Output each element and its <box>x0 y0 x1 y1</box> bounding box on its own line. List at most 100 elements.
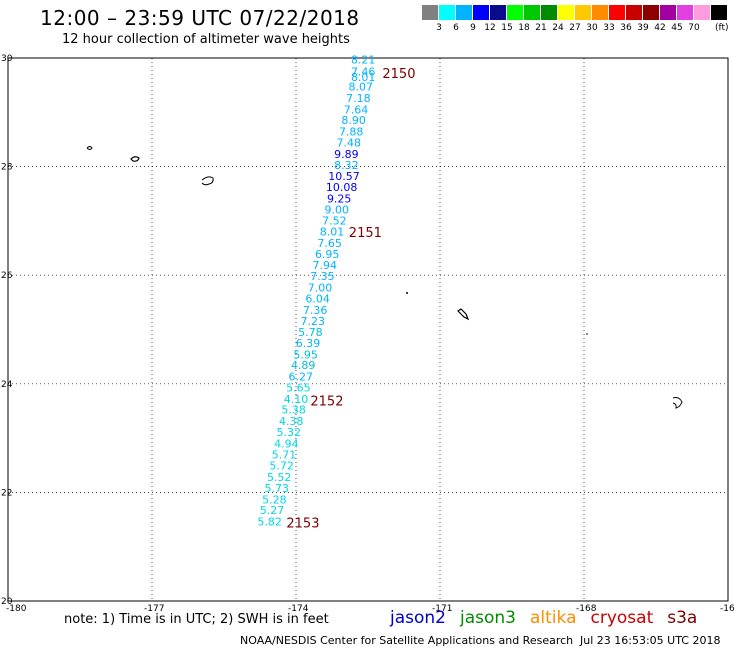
wave-height-value: 9.00 <box>325 203 350 216</box>
wave-height-value: 4.89 <box>291 359 316 372</box>
wave-height-value: 5.72 <box>269 460 294 473</box>
island-dot <box>586 333 588 335</box>
wave-height-value: 7.94 <box>313 259 338 272</box>
scale-swatch <box>422 5 438 20</box>
scale-tick-label: 33 <box>603 23 615 33</box>
lat-tick-label: 20 <box>1 597 13 607</box>
satellite-jason3: jason3 <box>460 608 516 628</box>
scale-tick-label: 39 <box>637 23 649 33</box>
wave-height-value: 8.21 <box>351 53 376 66</box>
island-outline <box>672 397 683 409</box>
pass-number: 2153 <box>286 517 319 532</box>
scale-swatch <box>694 5 710 20</box>
scale-tick-label: 3 <box>436 23 442 33</box>
scale-tick-label: 6 <box>453 23 459 33</box>
lon-tick-label: -171 <box>432 604 452 614</box>
scale-tick-label: 42 <box>654 23 666 33</box>
lat-tick-label: 30 <box>1 54 13 64</box>
scale-swatch <box>575 5 591 20</box>
scale-swatch <box>439 5 455 20</box>
lon-tick-label: -177 <box>144 604 164 614</box>
scale-swatch <box>558 5 574 20</box>
lon-tick-label: -180 <box>6 604 27 614</box>
lon-tick-label: -174 <box>288 604 309 614</box>
units-note: note: 1) Time is in UTC; 2) SWH is in fe… <box>64 612 329 627</box>
wave-height-value: 6.95 <box>315 248 340 261</box>
wave-height-value: 5.52 <box>267 471 292 484</box>
page-subtitle: 12 hour collection of altimeter wave hei… <box>62 32 350 47</box>
island-outlines <box>86 146 683 409</box>
scale-tick-label: 21 <box>535 23 547 33</box>
wave-height-value: 7.48 <box>337 137 362 150</box>
wave-height-value: 7.88 <box>339 126 364 139</box>
pass-number-labels: 2150 2151 2152 2153 <box>286 67 415 532</box>
wave-height-value: 6.04 <box>305 292 330 305</box>
wave-height-value: 5.27 <box>260 504 285 517</box>
wave-height-value: 8.90 <box>341 114 366 127</box>
scale-swatch <box>609 5 625 20</box>
lat-tick-label: 26 <box>1 271 13 281</box>
island-dot <box>406 292 408 294</box>
scale-tick-label: 12 <box>484 23 496 33</box>
scale-swatch <box>592 5 608 20</box>
satellite-jason2: jason2 <box>390 608 446 628</box>
wave-height-value: 5.65 <box>286 381 311 394</box>
wave-height-value: 8.32 <box>334 159 359 172</box>
scale-swatch <box>490 5 506 20</box>
scale-tick-label: 30 <box>586 23 598 33</box>
wave-height-value: 6.27 <box>289 371 314 384</box>
scale-swatch <box>524 5 540 20</box>
wave-height-value: 8.07 <box>349 81 374 94</box>
scale-swatch <box>626 5 642 20</box>
island-outline <box>130 156 140 162</box>
wave-height-value: 10.57 <box>328 170 360 183</box>
satellite-altika: altika <box>530 608 577 628</box>
wave-height-value: 5.95 <box>293 348 318 361</box>
wave-height-value: 7.64 <box>344 103 369 116</box>
scale-swatch <box>507 5 523 20</box>
wave-height-value: 7.52 <box>322 215 347 228</box>
wave-height-value: 7.18 <box>346 92 371 105</box>
scale-swatch <box>660 5 676 20</box>
wave-height-value: 5.78 <box>298 326 323 339</box>
island-outline <box>86 146 93 150</box>
credit-date: Jul 23 16:53:05 UTC 2018 <box>580 634 721 647</box>
scale-tick-label: 18 <box>518 23 530 33</box>
wave-height-value: 5.32 <box>277 426 302 439</box>
lat-tick-label: 24 <box>1 380 13 390</box>
wave-height-value: 5.82 <box>257 516 282 529</box>
satellite-legend: jason2 jason3 altika cryosat s3a <box>390 608 711 628</box>
wave-height-value: 8.01 <box>351 71 376 84</box>
wave-height-labels: 8.217.468.018.077.187.648.907.887.489.89… <box>257 53 375 528</box>
axis-ticks: -180 -177 -174 -171 -168 -16 20 22 24 26 28 30 <box>1 54 735 614</box>
wave-height-value: 9.89 <box>334 148 359 161</box>
wave-height-value: 4.10 <box>284 393 309 406</box>
scale-tick-label: 27 <box>569 23 581 33</box>
scale-tick-label: 9 <box>470 23 476 33</box>
wave-height-value: 7.65 <box>317 237 342 250</box>
pass-number: 2151 <box>349 226 382 241</box>
wave-height-value: 8.01 <box>320 226 345 239</box>
lon-tick-label: -168 <box>576 604 597 614</box>
wave-height-value: 7.36 <box>303 304 328 317</box>
scale-swatch <box>643 5 659 20</box>
wave-height-value: 7.00 <box>308 281 333 294</box>
scale-tick-label: 36 <box>620 23 632 33</box>
wave-height-value: 4.38 <box>279 415 304 428</box>
wave-height-value: 4.94 <box>274 437 299 450</box>
wave-height-value: 5.71 <box>272 449 297 462</box>
scale-swatch <box>711 5 727 20</box>
lat-tick-label: 22 <box>1 488 12 498</box>
scale-tick-label: 45 <box>671 23 683 33</box>
wave-height-value: 5.28 <box>262 493 287 506</box>
wave-height-value: 5.38 <box>281 404 306 417</box>
satellite-cryosat: cryosat <box>590 608 654 628</box>
page-title: 12:00 – 23:59 UTC 07/22/2018 <box>40 6 360 30</box>
wave-height-value: 7.35 <box>310 270 335 283</box>
scale-swatch <box>541 5 557 20</box>
scale-swatch <box>456 5 472 20</box>
pass-number: 2152 <box>310 395 343 410</box>
wave-height-value: 5.73 <box>265 482 290 495</box>
satellite-s3a: s3a <box>667 608 698 628</box>
